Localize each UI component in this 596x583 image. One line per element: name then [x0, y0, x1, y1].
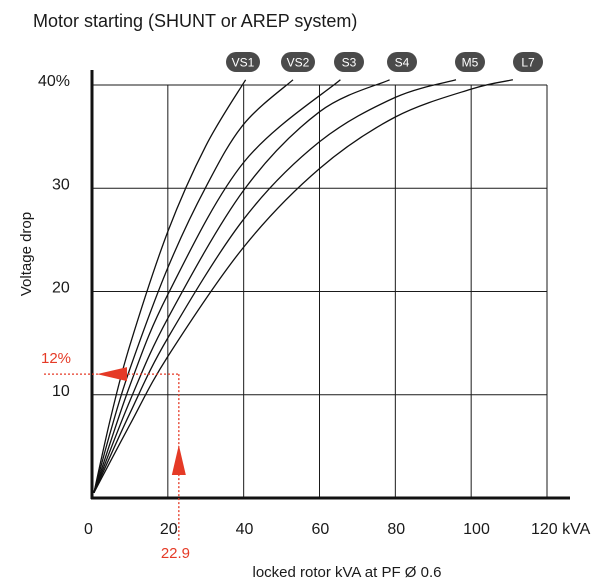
reading-arrow-left	[97, 367, 127, 382]
x-tick-label: 40	[236, 521, 254, 538]
x-tick-label: 100	[463, 521, 490, 538]
grid	[92, 84, 548, 498]
curve-m5	[93, 79, 457, 494]
x-tick-label: 60	[312, 521, 330, 538]
badge-l7	[513, 52, 543, 72]
curve-l7	[93, 79, 514, 494]
curve-vs2	[93, 79, 294, 493]
badge-s4	[387, 52, 417, 72]
tick-labels: 0 20 40 60 80 100 120 kVA 10 20 30 40%	[38, 73, 591, 538]
badge-vs2	[281, 52, 315, 72]
reading-y-label: 12%	[41, 350, 71, 367]
x-tick-label: 20	[160, 521, 178, 538]
x-axis-label: locked rotor kVA at PF Ø 0.6	[253, 564, 442, 581]
badge-label-l7: L7	[521, 56, 535, 70]
reading-x-label: 22.9	[161, 545, 190, 562]
y-tick-label: 40%	[38, 73, 70, 90]
badge-label-vs2: VS2	[287, 56, 310, 70]
badge-label-s4: S4	[395, 56, 410, 70]
curve-s3	[93, 79, 341, 494]
badge-label-s3: S3	[342, 56, 357, 70]
y-tick-label: 30	[52, 176, 70, 193]
badge-label-m5: M5	[462, 56, 479, 70]
x-tick-label: 80	[387, 521, 405, 538]
series-curves	[93, 79, 514, 494]
y-tick-label: 10	[52, 383, 70, 400]
y-axis-label: Voltage drop	[18, 212, 35, 296]
y-tick-label: 20	[52, 280, 70, 297]
axes	[90, 70, 570, 500]
curve-vs1	[93, 79, 247, 493]
badge-m5	[455, 52, 485, 72]
x-tick-label: 0	[84, 521, 93, 538]
reading-annotation: 12% 22.9	[41, 350, 190, 562]
badge-vs1	[226, 52, 260, 72]
chart-title: Motor starting (SHUNT or AREP system)	[33, 11, 357, 31]
x-tick-label: 120 kVA	[531, 521, 591, 538]
series-legend-badges: VS1 VS2 S3 S4 M5 L7	[226, 52, 543, 72]
reading-arrow-up	[171, 445, 186, 475]
badge-s3	[334, 52, 364, 72]
curve-s4	[93, 79, 390, 494]
badge-label-vs1: VS1	[232, 56, 255, 70]
